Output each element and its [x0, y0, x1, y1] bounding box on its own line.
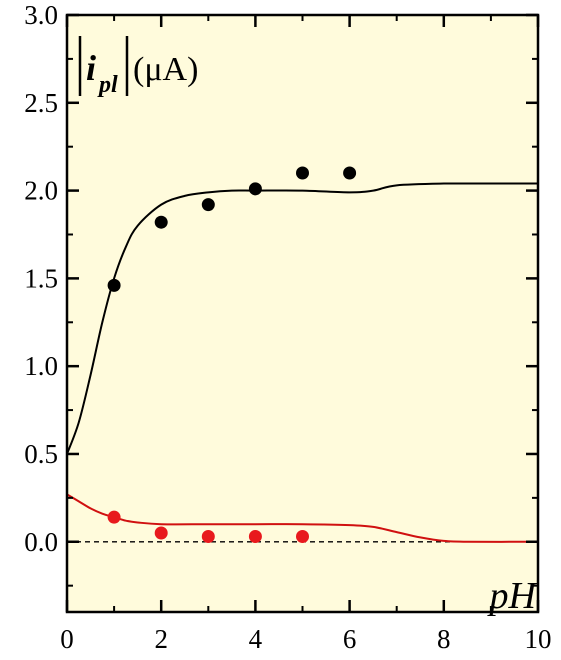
x-tick-label: 4	[249, 624, 263, 654]
y-axis-title-unit: (μA)	[133, 51, 198, 88]
data-point-2-2	[201, 529, 215, 543]
data-point-0-1	[154, 215, 168, 229]
data-point-2-1	[154, 526, 168, 540]
data-point-2-3	[248, 529, 262, 543]
y-axis-title-main: i	[86, 48, 96, 88]
fit-curve-1	[66, 182, 538, 455]
x-axis-title: pH	[487, 575, 539, 617]
x-tick-label: 10	[525, 624, 552, 654]
x-tick-label: 8	[437, 624, 451, 654]
data-point-2-4	[296, 529, 309, 543]
data-point-0-3	[248, 182, 262, 196]
plot-background	[67, 15, 538, 612]
x-tick-label: 6	[343, 624, 357, 654]
y-axis-title: i pl (μA)	[78, 36, 198, 98]
fit-curves	[66, 182, 539, 543]
y-tick-label: 3.0	[24, 0, 58, 30]
y-tick-label: 2.5	[24, 88, 58, 118]
x-tick-label: 2	[154, 624, 168, 654]
axis-ticks	[65, 13, 540, 612]
data-point-0-5	[343, 166, 357, 180]
fit-curve-3	[66, 493, 539, 543]
data-point-0-2	[201, 198, 215, 212]
data-point-0-4	[296, 166, 309, 180]
data-point-2-0	[107, 510, 121, 524]
tick-labels: 0 2 4 6 8 10 0.0 0.5 1.0 1.5 2.0 2.5 3.0	[24, 0, 551, 654]
data-point-0-0	[107, 278, 121, 292]
data-points	[107, 166, 357, 543]
y-tick-label: 1.5	[24, 263, 58, 293]
y-tick-label: 2.0	[24, 176, 58, 206]
x-tick-label: 0	[60, 624, 74, 654]
y-tick-label: 1.0	[24, 351, 58, 381]
y-axis-title-subscript: pl	[97, 72, 118, 98]
y-tick-label: 0.0	[24, 527, 58, 557]
y-tick-label: 0.5	[24, 439, 58, 469]
